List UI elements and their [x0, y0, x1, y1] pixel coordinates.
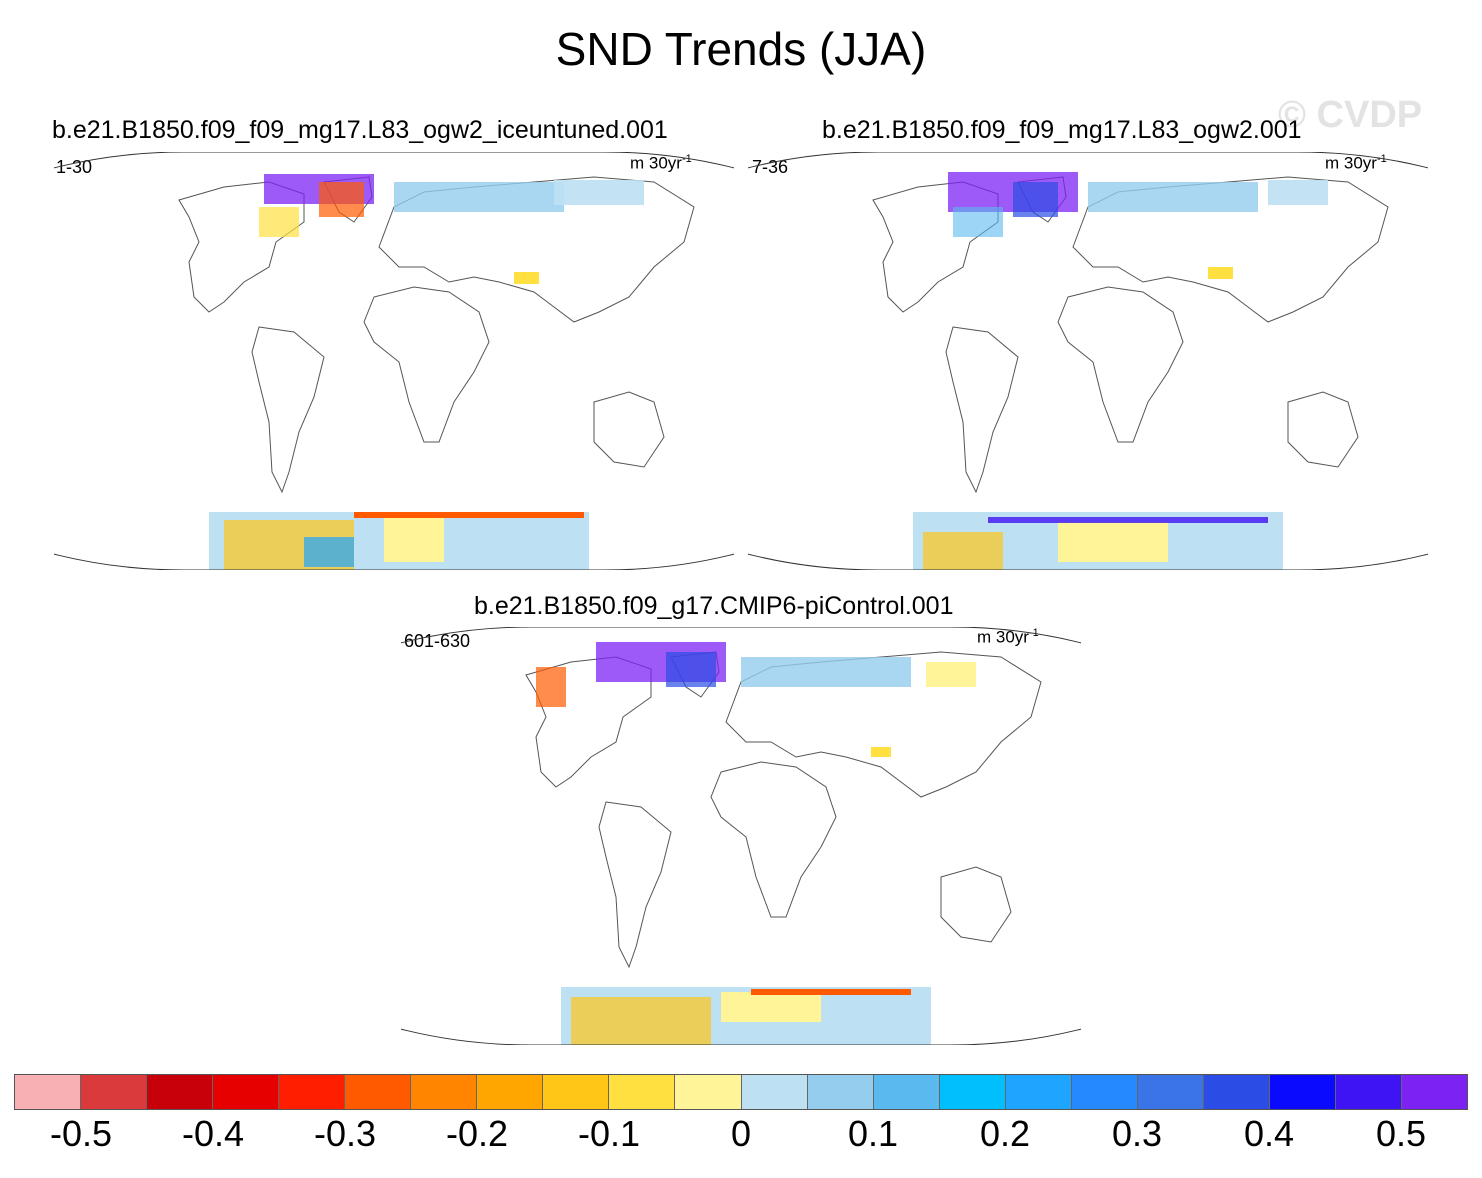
south-america-outline: [945, 326, 1019, 494]
panel-2-units: m 30yr-1: [1325, 153, 1387, 173]
panel-3-map: [401, 627, 1081, 1045]
south-america-outline: [598, 801, 672, 969]
panel-2-map: [748, 152, 1428, 570]
colorbar-swatch: [807, 1075, 874, 1109]
colorbar-tick-label: -0.5: [49, 1113, 113, 1154]
colorbar-tick-label: -0.3: [313, 1113, 377, 1154]
colorbar-swatch: [543, 1075, 610, 1109]
panel-2-years: 7-36: [752, 157, 789, 177]
colorbar-swatch: [1071, 1075, 1138, 1109]
colorbar-tick-label: 0.3: [1111, 1113, 1163, 1154]
colorbar-swatch: [477, 1075, 544, 1109]
panel-1-map: [54, 152, 734, 570]
colorbar-swatch: [81, 1075, 148, 1109]
colorbar-swatch: [675, 1075, 742, 1109]
panel-3-years: 601-630: [404, 631, 471, 651]
colorbar-swatch: [939, 1075, 1006, 1109]
colorbar-swatch: [609, 1075, 676, 1109]
colorbar-swatch: [1269, 1075, 1336, 1109]
colorbar-swatch: [411, 1075, 478, 1109]
colorbar-swatch: [873, 1075, 940, 1109]
colorbar-swatch: [1203, 1075, 1270, 1109]
colorbar-swatch: [345, 1075, 412, 1109]
colorbar-tick-label: 0.4: [1243, 1113, 1295, 1154]
colorbar-swatch: [15, 1075, 82, 1109]
panel-2-title: b.e21.B1850.f09_f09_mg17.L83_ogw2.001: [822, 116, 1302, 144]
colorbar-tick-label: -0.1: [577, 1113, 641, 1154]
colorbar-tick-label: -0.4: [181, 1113, 245, 1154]
panel-1-title: b.e21.B1850.f09_f09_mg17.L83_ogw2_iceunt…: [52, 116, 668, 144]
colorbar-tick-label: 0.5: [1375, 1113, 1427, 1154]
south-america-outline: [251, 326, 325, 494]
snow-trend-cells: [913, 172, 1328, 570]
colorbar-swatch: [147, 1075, 214, 1109]
colorbar-swatch: [1335, 1075, 1402, 1109]
colorbar-swatch: [1005, 1075, 1072, 1109]
australia-outline: [1287, 391, 1359, 468]
africa-outline: [363, 286, 490, 443]
colorbar-tick-label: 0.1: [847, 1113, 899, 1154]
colorbar: [14, 1074, 1468, 1110]
colorbar-swatch: [741, 1075, 808, 1109]
main-title: SND Trends (JJA): [555, 23, 927, 75]
snow-trend-cells: [209, 174, 644, 570]
colorbar-swatch: [279, 1075, 346, 1109]
colorbar-tick-label: 0: [730, 1113, 752, 1154]
cvdp-watermark: © CVDP: [1278, 94, 1423, 136]
australia-outline: [593, 391, 665, 468]
panel-1-years: 1-30: [56, 157, 93, 177]
australia-outline: [940, 866, 1012, 943]
colorbar-swatch: [1137, 1075, 1204, 1109]
panel-3-title: b.e21.B1850.f09_g17.CMIP6-piControl.001: [474, 592, 954, 620]
colorbar-tick-label: -0.2: [445, 1113, 509, 1154]
snow-trend-cells: [536, 642, 976, 1045]
colorbar-tick-label: 0.2: [979, 1113, 1031, 1154]
africa-outline: [710, 761, 837, 918]
colorbar-swatch: [213, 1075, 280, 1109]
panel-1-units: m 30yr-1: [630, 153, 692, 173]
africa-outline: [1057, 286, 1184, 443]
colorbar-swatch: [1401, 1075, 1468, 1109]
